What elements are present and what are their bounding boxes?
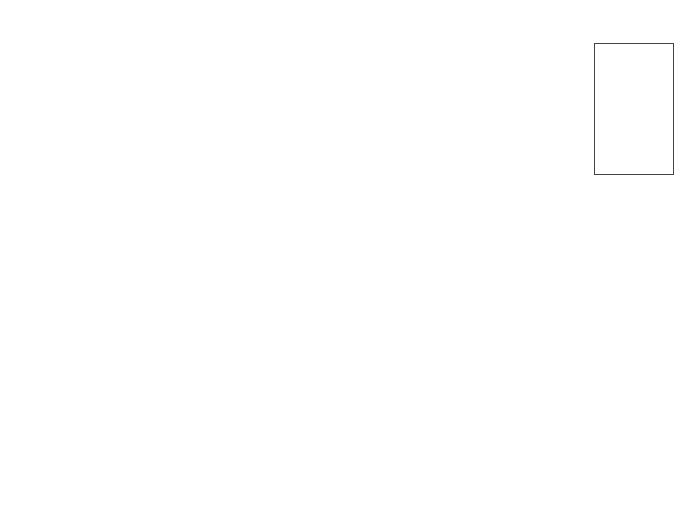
- legend: [594, 43, 674, 175]
